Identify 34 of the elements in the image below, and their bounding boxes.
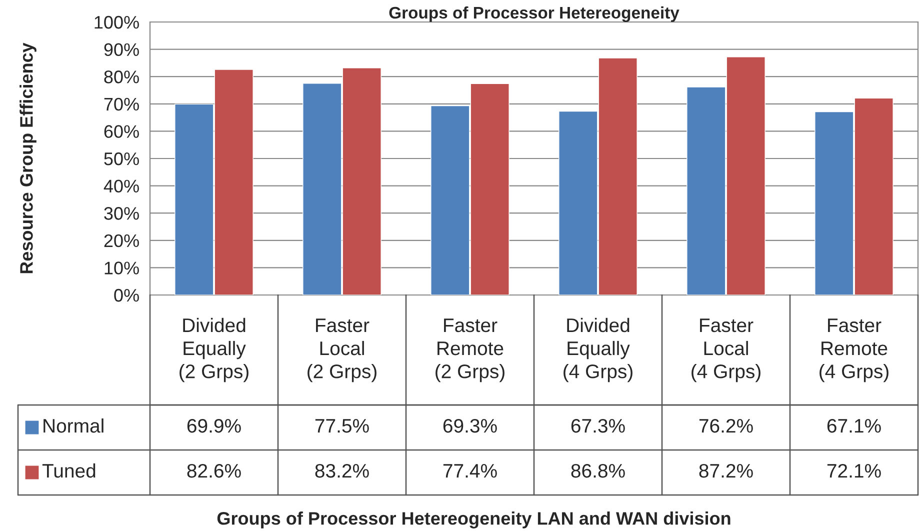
y-tick-label: 60% (104, 125, 139, 138)
chart-title: Groups of Processor Hetereogeneity (389, 6, 680, 22)
y-axis-title: Resource Group Efficiency (20, 42, 36, 274)
x-tick-label: Faster Remote (2 Grps) (436, 318, 504, 382)
y-tick-label: 50% (104, 152, 139, 166)
y-tick-label: 40% (104, 180, 139, 193)
y-tick-label: 30% (104, 207, 139, 220)
data-label: 67.1% (827, 418, 881, 433)
y-tick-label: 0% (114, 288, 139, 302)
y-tick-label: 10% (104, 262, 139, 274)
data-label: 83.2% (315, 464, 369, 478)
data-label: 72.1% (827, 464, 881, 478)
y-tick-label: 80% (104, 70, 139, 84)
y-tick-label: 20% (104, 234, 139, 248)
data-label: 69.9% (187, 418, 241, 433)
data-label: 86.8% (571, 464, 625, 478)
x-tick-label: Faster Remote (4 Grps) (820, 318, 888, 382)
legend-label: Tuned (42, 463, 96, 478)
data-label: 67.3% (571, 418, 625, 433)
x-tick-label: Divided Equally (4 Grps) (564, 318, 632, 382)
text: Groups of Processor Hetereogeneity LAN and WAN division (217, 512, 730, 528)
data-label: 82.6% (187, 464, 241, 478)
y-tick-label: 90% (104, 43, 139, 56)
y-tick-label: 100% (94, 16, 139, 29)
data-label: 69.3% (443, 418, 497, 433)
legend-label: Normal (44, 418, 104, 433)
data-label: 87.2% (699, 464, 753, 478)
y-tick-label: 70% (104, 98, 139, 111)
data-label: 77.4% (443, 464, 497, 478)
data-label: 76.2% (699, 418, 753, 433)
data-label: 77.5% (315, 419, 369, 433)
x-tick-label: Faster Local (4 Grps) (692, 318, 760, 382)
x-tick-label: Faster Local (2 Grps) (308, 318, 376, 382)
x-tick-label: Divided Equally (2 Grps) (180, 318, 248, 382)
